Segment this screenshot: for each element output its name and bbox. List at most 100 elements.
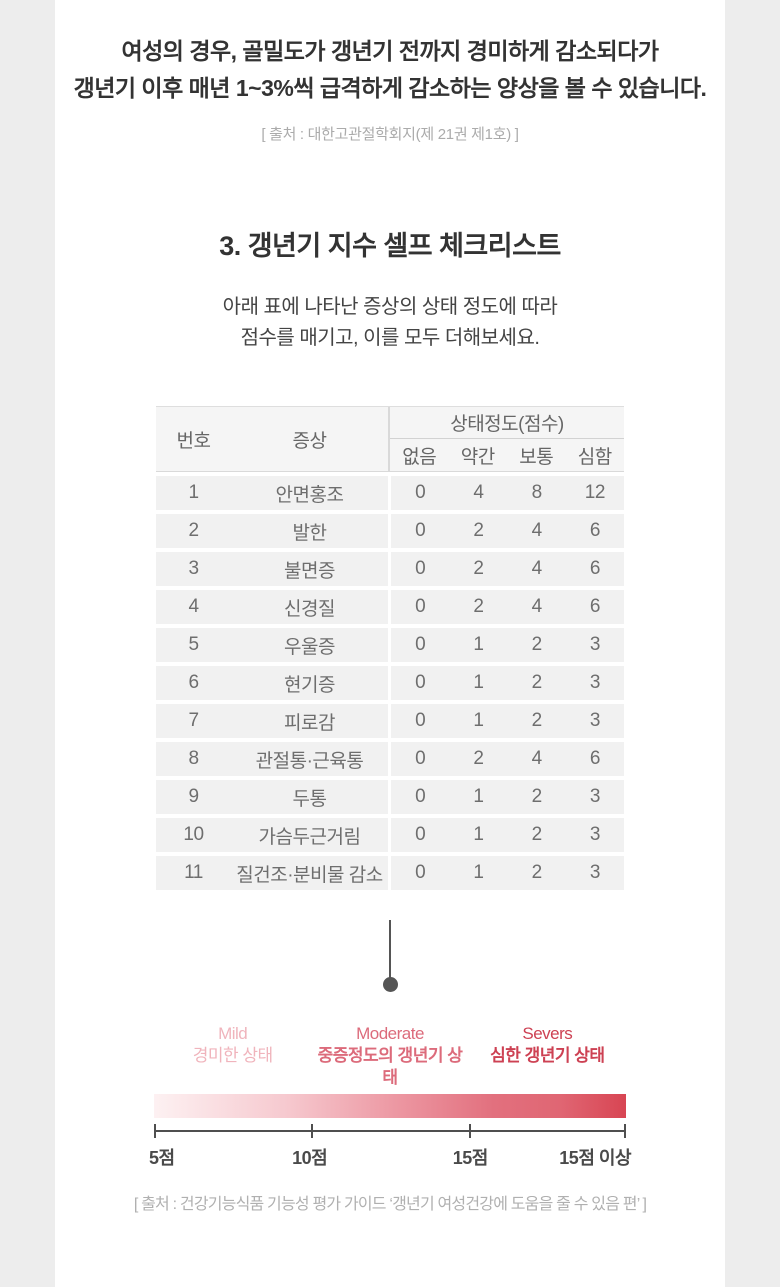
score-cell: 1 [473, 634, 484, 655]
pointer-dot [382, 977, 398, 992]
score-cell: 0 [415, 672, 426, 693]
severity-level-labels: Mild 경미한 상태 Moderate 중증정도의 갱년기 상태 Severs… [154, 1023, 626, 1089]
content-page: 여성의 경우, 골밀도가 갱년기 전까지 경미하게 감소되다가 갱년기 이후 매… [55, 0, 725, 1287]
column-header-number: 번호 [176, 430, 211, 452]
table-row: 11 질건조·분비물 감소 0 1 2 3 [156, 856, 624, 890]
row-number-cell: 3 [188, 558, 199, 579]
severity-level-severe-en: Severs [522, 1024, 573, 1043]
score-cell: 4 [473, 482, 484, 503]
severity-level-mild-en: Mild [218, 1024, 248, 1043]
score-cell: 0 [415, 634, 426, 655]
table-row: 9 두통 0 1 2 3 [156, 780, 624, 814]
score-cell: 2 [473, 520, 484, 541]
score-axis [154, 1124, 626, 1138]
table-row: 10 가슴두근거림 0 1 2 3 [156, 818, 624, 852]
intro-line-1: 여성의 경우, 골밀도가 갱년기 전까지 경미하게 감소되다가 [121, 38, 659, 64]
severity-level-severe-ko: 심한 갱년기 상태 [490, 1046, 605, 1065]
symptom-name-cell: 가슴두근거림 [258, 826, 361, 848]
row-number-cell: 8 [188, 748, 199, 769]
table-row: 2 발한 0 2 4 6 [156, 514, 624, 548]
row-number-cell: 2 [188, 520, 199, 541]
symptom-name-cell: 신경질 [284, 598, 335, 620]
section-description-line-2: 점수를 매기고, 이를 모두 더해보세요. [240, 327, 540, 349]
row-number-cell: 5 [188, 634, 199, 655]
score-cell: 2 [531, 824, 543, 845]
score-cell: 4 [531, 596, 543, 617]
score-cell: 0 [415, 824, 426, 845]
score-cell: 2 [473, 596, 484, 617]
score-cell: 0 [415, 710, 426, 731]
table-row: 3 불면증 0 2 4 6 [156, 552, 624, 586]
intro-line-2: 갱년기 이후 매년 1~3%씩 급격하게 감소하는 양상을 볼 수 있습니다. [73, 75, 707, 101]
intro-paragraph: 여성의 경우, 골밀도가 갱년기 전까지 경미하게 감소되다가 갱년기 이후 매… [55, 33, 725, 107]
table-header: 번호 증상 상태정도(점수) 없음 약간 보통 심함 [156, 406, 624, 472]
score-cell: 6 [589, 596, 601, 617]
level-header-none: 없음 [402, 446, 437, 468]
severity-level-moderate-ko: 중증정도의 갱년기 상태 [317, 1046, 463, 1087]
axis-tick [468, 1124, 471, 1138]
severity-level-moderate-en: Moderate [356, 1024, 424, 1043]
symptom-name-cell: 발한 [292, 522, 327, 544]
row-number-cell: 7 [188, 710, 199, 731]
score-cell: 0 [415, 482, 426, 503]
row-number-cell: 10 [183, 824, 204, 845]
footer-source-citation: [ 출처 : 건강기능식품 기능성 평가 가이드 ‘갱년기 여성건강에 도움을 … [133, 1196, 647, 1213]
score-cell: 0 [415, 786, 426, 807]
score-cell: 0 [415, 748, 426, 769]
table-row: 7 피로감 0 1 2 3 [156, 704, 624, 738]
axis-label-15-plus: 15점 이상 [559, 1148, 631, 1168]
row-number-cell: 1 [188, 482, 199, 503]
score-cell: 1 [473, 824, 484, 845]
score-cell: 4 [531, 558, 543, 579]
score-cell: 3 [589, 672, 601, 693]
score-cell: 3 [589, 824, 601, 845]
score-cell: 1 [473, 862, 484, 883]
pointer-line [389, 920, 391, 978]
score-cell: 2 [531, 786, 543, 807]
axis-label-15: 15점 [452, 1148, 489, 1168]
row-number-cell: 11 [184, 862, 203, 883]
section-description-line-1: 아래 표에 나타난 증상의 상태 정도에 따라 [222, 296, 558, 318]
score-cell: 2 [531, 672, 543, 693]
table-row: 5 우울증 0 1 2 3 [156, 628, 624, 662]
table-row: 1 안면홍조 0 4 8 12 [156, 476, 624, 510]
symptom-score-table: 번호 증상 상태정도(점수) 없음 약간 보통 심함 1 안면홍조 0 4 [156, 406, 624, 890]
score-cell: 8 [531, 482, 543, 503]
section-title: 3. 갱년기 지수 셀프 체크리스트 [219, 231, 561, 261]
axis-tick [624, 1124, 626, 1138]
axis-tick [154, 1124, 156, 1138]
table-row: 6 현기증 0 1 2 3 [156, 666, 624, 700]
section-description: 아래 표에 나타난 증상의 상태 정도에 따라 점수를 매기고, 이를 모두 더… [55, 292, 725, 354]
score-cell: 4 [531, 748, 543, 769]
table-row: 4 신경질 0 2 4 6 [156, 590, 624, 624]
score-group-title: 상태정도(점수) [390, 407, 624, 439]
score-cell: 0 [415, 520, 426, 541]
score-cell: 6 [589, 558, 601, 579]
symptom-name-cell: 현기증 [284, 674, 335, 696]
score-cell: 6 [589, 748, 601, 769]
score-level-headers: 없음 약간 보통 심함 [390, 439, 624, 471]
severity-level-moderate: Moderate 중증정도의 갱년기 상태 [311, 1023, 468, 1089]
column-header-symptom: 증상 [292, 430, 327, 452]
score-cell: 1 [473, 710, 484, 731]
symptom-name-cell: 질건조·분비물 감소 [236, 864, 383, 886]
row-number-cell: 6 [188, 672, 199, 693]
score-cell: 3 [589, 862, 601, 883]
symptom-name-cell: 안면홍조 [275, 484, 344, 506]
score-cell: 2 [531, 634, 543, 655]
score-cell: 2 [473, 558, 484, 579]
severity-gradient-bar [154, 1094, 626, 1118]
score-cell: 2 [473, 748, 484, 769]
level-header-normal: 보통 [519, 446, 554, 468]
axis-label-10: 10점 [292, 1148, 328, 1168]
level-header-slight: 약간 [460, 446, 495, 468]
axis-line [154, 1130, 626, 1132]
score-cell: 0 [415, 558, 426, 579]
score-cell: 1 [473, 786, 484, 807]
score-cell: 3 [589, 634, 601, 655]
axis-label-5: 5점 [149, 1148, 175, 1168]
score-cell: 6 [589, 520, 601, 541]
score-cell: 3 [589, 710, 601, 731]
level-header-severe: 심함 [577, 446, 612, 468]
symptom-name-cell: 관절통·근육통 [255, 750, 364, 772]
